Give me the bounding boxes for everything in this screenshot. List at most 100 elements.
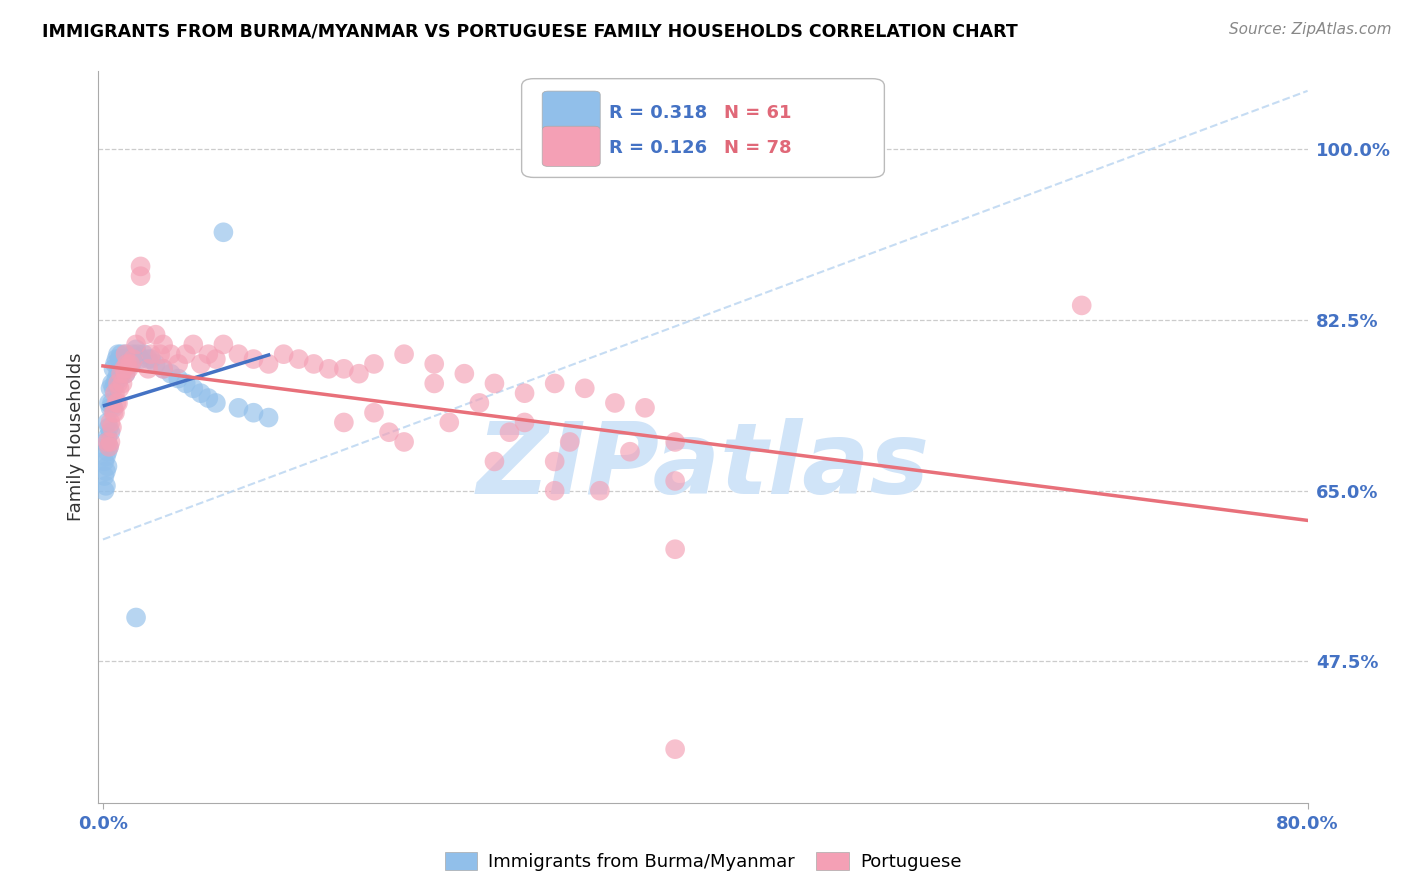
Point (118, 352, 141, 367)
Point (127, 347, 149, 361)
Point (257, 410, 280, 425)
Text: ZIPatlas: ZIPatlas (477, 417, 929, 515)
Point (97, 440, 120, 454)
Point (181, 381, 204, 395)
Point (664, 474, 686, 488)
Point (122, 352, 145, 367)
Point (392, 347, 415, 361)
Point (197, 391, 219, 405)
Point (197, 347, 219, 361)
Point (100, 434, 122, 449)
Point (94, 479, 117, 493)
Point (117, 357, 139, 371)
Point (257, 357, 280, 371)
Point (97, 396, 120, 410)
Point (1070, 298, 1092, 312)
Point (121, 357, 143, 371)
Point (190, 386, 212, 401)
FancyBboxPatch shape (543, 91, 600, 131)
Point (159, 367, 181, 381)
Point (105, 352, 128, 367)
Point (363, 357, 385, 371)
Point (513, 416, 536, 430)
Point (101, 376, 124, 391)
Point (205, 352, 228, 367)
Point (117, 361, 139, 376)
Point (129, 352, 152, 367)
Point (107, 367, 129, 381)
Point (558, 434, 581, 449)
Point (100, 401, 122, 415)
Point (242, 352, 264, 367)
Point (212, 225, 235, 239)
Point (94, 450, 117, 464)
Point (94, 434, 117, 449)
Point (103, 401, 125, 415)
Point (159, 347, 181, 361)
Point (174, 376, 197, 391)
Point (93, 454, 115, 468)
Point (107, 396, 129, 410)
Point (212, 337, 235, 351)
Point (129, 260, 152, 274)
Point (104, 357, 127, 371)
Text: R = 0.318: R = 0.318 (609, 104, 707, 122)
Point (108, 352, 131, 367)
Point (139, 352, 162, 367)
Point (103, 381, 125, 395)
Point (96, 459, 118, 474)
Point (634, 401, 657, 415)
Point (104, 406, 127, 420)
Point (104, 376, 127, 391)
Point (112, 357, 135, 371)
Point (363, 406, 385, 420)
Text: R = 0.126: R = 0.126 (609, 139, 707, 157)
Point (107, 347, 129, 361)
Point (114, 367, 136, 381)
Point (105, 396, 128, 410)
Point (145, 357, 167, 371)
Point (125, 610, 148, 624)
Point (287, 352, 309, 367)
Point (129, 269, 152, 284)
Legend: Immigrants from Burma/Myanmar, Portuguese: Immigrants from Burma/Myanmar, Portugues… (437, 846, 969, 879)
Point (97, 420, 120, 434)
Point (190, 357, 212, 371)
Point (111, 352, 134, 367)
Point (96, 416, 118, 430)
Point (544, 454, 567, 468)
Point (205, 396, 228, 410)
Point (100, 416, 122, 430)
Point (101, 420, 124, 434)
Point (96, 430, 118, 444)
Y-axis label: Family Households: Family Households (66, 353, 84, 521)
Point (468, 396, 491, 410)
Point (108, 371, 131, 385)
Point (167, 371, 190, 385)
Point (115, 357, 138, 371)
Point (93, 469, 115, 483)
Point (93, 483, 115, 498)
Point (118, 357, 141, 371)
Point (544, 376, 567, 391)
Point (152, 361, 174, 376)
Point (105, 371, 128, 385)
Point (100, 425, 122, 440)
Point (439, 416, 461, 430)
Point (619, 444, 641, 458)
Point (103, 361, 125, 376)
Point (114, 347, 136, 361)
Point (333, 361, 356, 376)
FancyBboxPatch shape (522, 78, 884, 178)
Point (149, 347, 172, 361)
Point (484, 376, 506, 391)
Point (318, 361, 340, 376)
Point (347, 367, 370, 381)
Point (136, 361, 159, 376)
Point (132, 347, 155, 361)
Point (574, 381, 596, 395)
Point (181, 337, 204, 351)
Point (139, 347, 162, 361)
Point (115, 352, 138, 367)
Point (453, 367, 475, 381)
